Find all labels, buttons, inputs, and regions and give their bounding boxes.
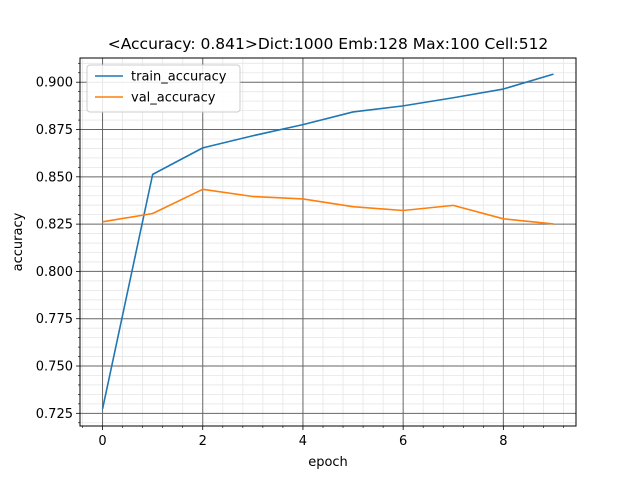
- x-tick-label: 8: [499, 434, 507, 449]
- y-tick-label: 0.850: [36, 170, 73, 185]
- y-tick-label: 0.900: [36, 76, 73, 91]
- y-tick-label: 0.875: [36, 123, 73, 138]
- legend-label-train-accuracy: train_accuracy: [131, 70, 227, 85]
- y-axis-label: accuracy: [11, 212, 26, 271]
- x-tick-label: 0: [98, 434, 106, 449]
- x-tick-label: 2: [199, 434, 207, 449]
- x-axis-label: epoch: [308, 455, 348, 470]
- plot-frame: [79, 57, 577, 427]
- y-tick-label: 0.800: [36, 265, 73, 280]
- series-line-train-accuracy: [101, 73, 554, 410]
- x-tick-label: 4: [299, 434, 307, 449]
- axis-ticks: 0 2 4 6 8 0.725 0.750 0.775 0.800 0.825 0.850 0.875…: [36, 62, 564, 449]
- series-line-val-accuracy: [102, 188, 554, 225]
- y-tick-label: 0.725: [36, 407, 73, 422]
- minor-grid: [80, 58, 576, 426]
- major-grid: [80, 58, 576, 426]
- legend-box: [86, 64, 241, 113]
- x-tick-label: 6: [399, 434, 407, 449]
- legend: train_accuracy val_accuracy: [86, 64, 241, 113]
- y-tick-label: 0.775: [36, 312, 73, 327]
- legend-label-val-accuracy: val_accuracy: [131, 91, 216, 106]
- y-tick-label: 0.825: [36, 218, 73, 233]
- y-tick-label: 0.750: [36, 360, 73, 375]
- chart-title: <Accuracy: 0.841>Dict:1000 Emb:128 Max:1…: [108, 35, 549, 53]
- series-layer: [101, 73, 554, 410]
